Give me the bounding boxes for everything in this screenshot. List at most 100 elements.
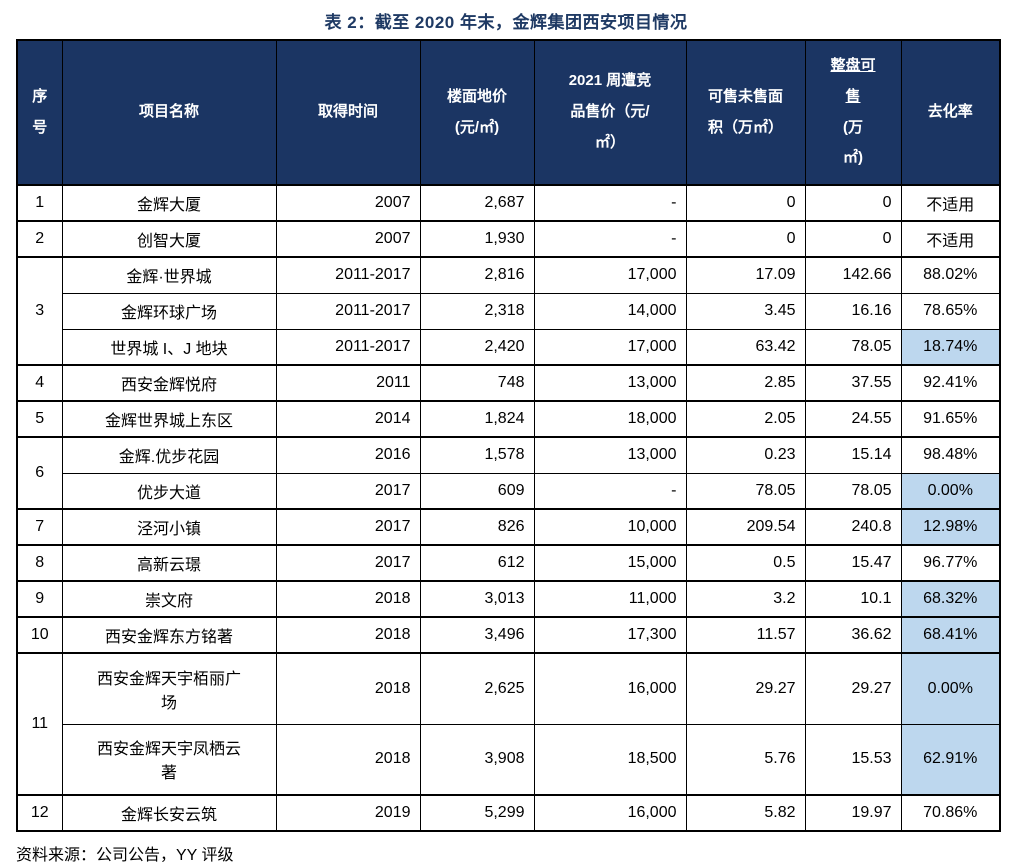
cell-comp_price: 16,000 bbox=[533, 652, 687, 725]
cell-total_sellable: 10.1 bbox=[804, 580, 902, 618]
cell-time: 2011-2017 bbox=[275, 292, 421, 330]
table-row: 金辉环球广场 2011-2017 2,318 14,000 3.45 16.16 78.65… bbox=[17, 292, 1001, 330]
table-row: 优步大道 2017 609-78.05 78.05 0.00% bbox=[17, 472, 1001, 510]
cell-name: 金辉.优步花园 bbox=[61, 436, 277, 474]
column-header-name: 项目名称 bbox=[61, 39, 277, 186]
cell-rate: 0.00% bbox=[900, 472, 1001, 510]
cell-comp_price: - bbox=[533, 184, 687, 222]
cell-time: 2011-2017 bbox=[275, 256, 421, 294]
cell-time: 2018 bbox=[275, 723, 421, 796]
cell-total_sellable: 15.47 bbox=[804, 544, 902, 582]
cell-unsold_area: 78.05 bbox=[685, 472, 806, 510]
cell-rate: 68.32% bbox=[900, 580, 1001, 618]
cell-rate: 62.91% bbox=[900, 723, 1001, 796]
table-header: 序 号项目名称 取得时间 楼面地价 (元/㎡) 2021 周遭竞 品售价（元/ ㎡）可… bbox=[16, 39, 1001, 186]
cell-total_sellable: 15.53 bbox=[804, 723, 902, 796]
cell-floor_price: 3,908 bbox=[419, 723, 535, 796]
cell-unsold_area: 17.09 bbox=[685, 256, 806, 294]
cell-comp_price: 17,300 bbox=[533, 616, 687, 654]
table-row: 1 金辉大厦 2007 2,687-0 0 不适用 bbox=[16, 184, 1001, 222]
table-row: 4 西安金辉悦府 2011 748 13,000 2.85 37.55 92.41% bbox=[16, 364, 1001, 402]
cell-total_sellable: 37.55 bbox=[804, 364, 902, 402]
cell-comp_price: 14,000 bbox=[533, 292, 687, 330]
cell-comp_price: 18,500 bbox=[533, 723, 687, 796]
cell-rate: 92.41% bbox=[900, 364, 1001, 402]
cell-rate: 不适用 bbox=[900, 220, 1001, 258]
cell-no: 11 bbox=[16, 652, 63, 796]
cell-comp_price: 18,000 bbox=[533, 400, 687, 438]
cell-name: 金辉环球广场 bbox=[61, 292, 277, 330]
cell-floor_price: 2,420 bbox=[419, 328, 535, 366]
cell-rate: 91.65% bbox=[900, 400, 1001, 438]
cell-comp_price: 13,000 bbox=[533, 364, 687, 402]
cell-unsold_area: 5.82 bbox=[685, 794, 806, 832]
table-row: 9 崇文府 2018 3,013 11,000 3.2 10.1 68.32% bbox=[16, 580, 1001, 618]
cell-time: 2007 bbox=[275, 220, 421, 258]
column-header-no: 序 号 bbox=[16, 39, 63, 186]
cell-total_sellable: 29.27 bbox=[804, 652, 902, 725]
cell-floor_price: 3,013 bbox=[419, 580, 535, 618]
cell-unsold_area: 5.76 bbox=[685, 723, 806, 796]
cell-floor_price: 5,299 bbox=[419, 794, 535, 832]
table-row: 7 泾河小镇 2017 826 10,000 209.54 240.8 12.98% bbox=[16, 508, 1001, 546]
cell-name: 崇文府 bbox=[61, 580, 277, 618]
table-row: 11 西安金辉天宇栢丽广 场 2018 2,625 16,000 29.27 29.27 0.… bbox=[16, 652, 1001, 796]
cell-time: 2016 bbox=[275, 436, 421, 474]
cell-no: 12 bbox=[16, 794, 63, 832]
table-row: 世界城 I、J 地块 2011-2017 2,420 17,000 63.42 78.05… bbox=[17, 328, 1001, 366]
table-body: 1 金辉大厦 2007 2,687-0 0 不适用 2 创智大厦 2007 1,930-0 0 不适用… bbox=[16, 184, 1001, 832]
cell-total_sellable: 78.05 bbox=[804, 328, 902, 366]
cell-name: 泾河小镇 bbox=[61, 508, 277, 546]
column-header-comp_price: 2021 周遭竞 品售价（元/ ㎡） bbox=[533, 39, 687, 186]
cell-rate: 18.74% bbox=[900, 328, 1001, 366]
cell-name: 西安金辉东方铭著 bbox=[61, 616, 277, 654]
cell-time: 2017 bbox=[275, 544, 421, 582]
cell-no: 6 bbox=[16, 436, 63, 510]
cell-total_sellable: 36.62 bbox=[804, 616, 902, 654]
cell-total_sellable: 0 bbox=[804, 220, 902, 258]
cell-floor_price: 826 bbox=[419, 508, 535, 546]
cell-no: 9 bbox=[16, 580, 63, 618]
cell-name: 高新云璟 bbox=[61, 544, 277, 582]
table-row: 3 金辉·世界城 2011-2017 2,816 17,000 17.09 142.66 88… bbox=[16, 256, 1001, 366]
cell-no: 3 bbox=[16, 256, 63, 366]
cell-name: 西安金辉悦府 bbox=[61, 364, 277, 402]
cell-floor_price: 612 bbox=[419, 544, 535, 582]
cell-total_sellable: 78.05 bbox=[804, 472, 902, 510]
cell-rate: 不适用 bbox=[900, 184, 1001, 222]
table-row: 12 金辉长安云筑 2019 5,299 16,000 5.82 19.97 70.86% bbox=[16, 794, 1001, 832]
cell-name: 金辉·世界城 bbox=[61, 256, 277, 294]
column-header-floor_price: 楼面地价 (元/㎡) bbox=[419, 39, 535, 186]
cell-time: 2018 bbox=[275, 616, 421, 654]
cell-rate: 70.86% bbox=[900, 794, 1001, 832]
column-header-total_sellable: 整盘可 售 (万 ㎡) bbox=[804, 39, 902, 186]
cell-comp_price: 16,000 bbox=[533, 794, 687, 832]
cell-name: 金辉世界城上东区 bbox=[61, 400, 277, 438]
cell-floor_price: 3,496 bbox=[419, 616, 535, 654]
cell-name: 西安金辉天宇凤栖云 著 bbox=[61, 723, 277, 796]
cell-unsold_area: 3.2 bbox=[685, 580, 806, 618]
cell-rate: 78.65% bbox=[900, 292, 1001, 330]
cell-rate: 96.77% bbox=[900, 544, 1001, 582]
cell-time: 2014 bbox=[275, 400, 421, 438]
cell-comp_price: 13,000 bbox=[533, 436, 687, 474]
cell-no: 8 bbox=[16, 544, 63, 582]
cell-name: 创智大厦 bbox=[61, 220, 277, 258]
column-header-time: 取得时间 bbox=[275, 39, 421, 186]
cell-name: 西安金辉天宇栢丽广 场 bbox=[61, 652, 277, 725]
cell-comp_price: 11,000 bbox=[533, 580, 687, 618]
cell-floor_price: 2,625 bbox=[419, 652, 535, 725]
cell-total_sellable: 19.97 bbox=[804, 794, 902, 832]
cell-no: 2 bbox=[16, 220, 63, 258]
cell-no: 1 bbox=[16, 184, 63, 222]
cell-time: 2011-2017 bbox=[275, 328, 421, 366]
table-row: 8 高新云璟 2017 612 15,000 0.5 15.47 96.77% bbox=[16, 544, 1001, 582]
cell-name: 金辉长安云筑 bbox=[61, 794, 277, 832]
cell-total_sellable: 0 bbox=[804, 184, 902, 222]
cell-rate: 12.98% bbox=[900, 508, 1001, 546]
cell-floor_price: 1,930 bbox=[419, 220, 535, 258]
cell-floor_price: 1,824 bbox=[419, 400, 535, 438]
cell-unsold_area: 63.42 bbox=[685, 328, 806, 366]
table-header-row: 序 号项目名称 取得时间 楼面地价 (元/㎡) 2021 周遭竞 品售价（元/ ㎡）可… bbox=[16, 39, 1001, 186]
cell-rate: 88.02% bbox=[900, 256, 1001, 294]
